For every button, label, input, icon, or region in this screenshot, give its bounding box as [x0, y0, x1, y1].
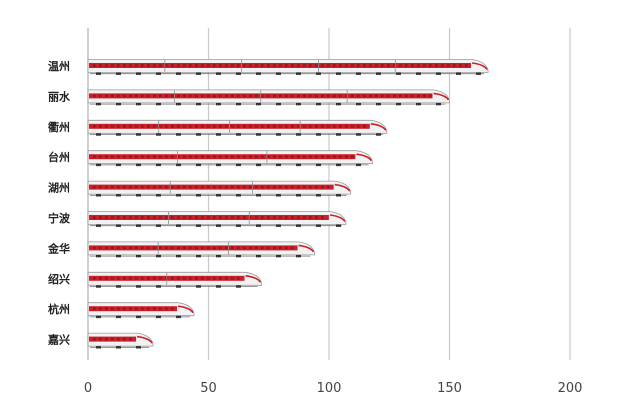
category-label: 衢州: [48, 120, 70, 134]
x-tick-label: 50: [200, 381, 217, 396]
category-label: 杭州: [48, 302, 70, 316]
bar-衢州: [87, 119, 388, 136]
category-label: 嘉兴: [47, 333, 70, 347]
category-label: 宁波: [48, 211, 71, 225]
x-tick-label: 0: [84, 381, 92, 396]
bar-绍兴: [87, 271, 262, 288]
bars-layer: [87, 59, 489, 349]
category-label: 绍兴: [48, 272, 70, 286]
bar-湖州: [87, 180, 352, 197]
bar-杭州: [87, 302, 195, 319]
x-tick-label: 150: [437, 381, 462, 396]
bar-温州: [87, 59, 489, 75]
category-label: 湖州: [48, 181, 70, 195]
bar-嘉兴: [87, 332, 154, 349]
category-label: 温州: [48, 59, 70, 73]
x-tick-label: 200: [558, 381, 583, 396]
bar-台州: [87, 150, 373, 167]
bar-丽水: [87, 89, 450, 106]
bar-宁波: [87, 211, 347, 227]
bar-金华: [87, 241, 315, 258]
x-axis-ticks: 0 50 100 150 200: [84, 381, 583, 396]
category-label: 丽水: [48, 89, 71, 103]
x-tick-label: 100: [317, 381, 342, 396]
category-label: 台州: [48, 150, 70, 164]
category-label: 金华: [47, 241, 70, 255]
